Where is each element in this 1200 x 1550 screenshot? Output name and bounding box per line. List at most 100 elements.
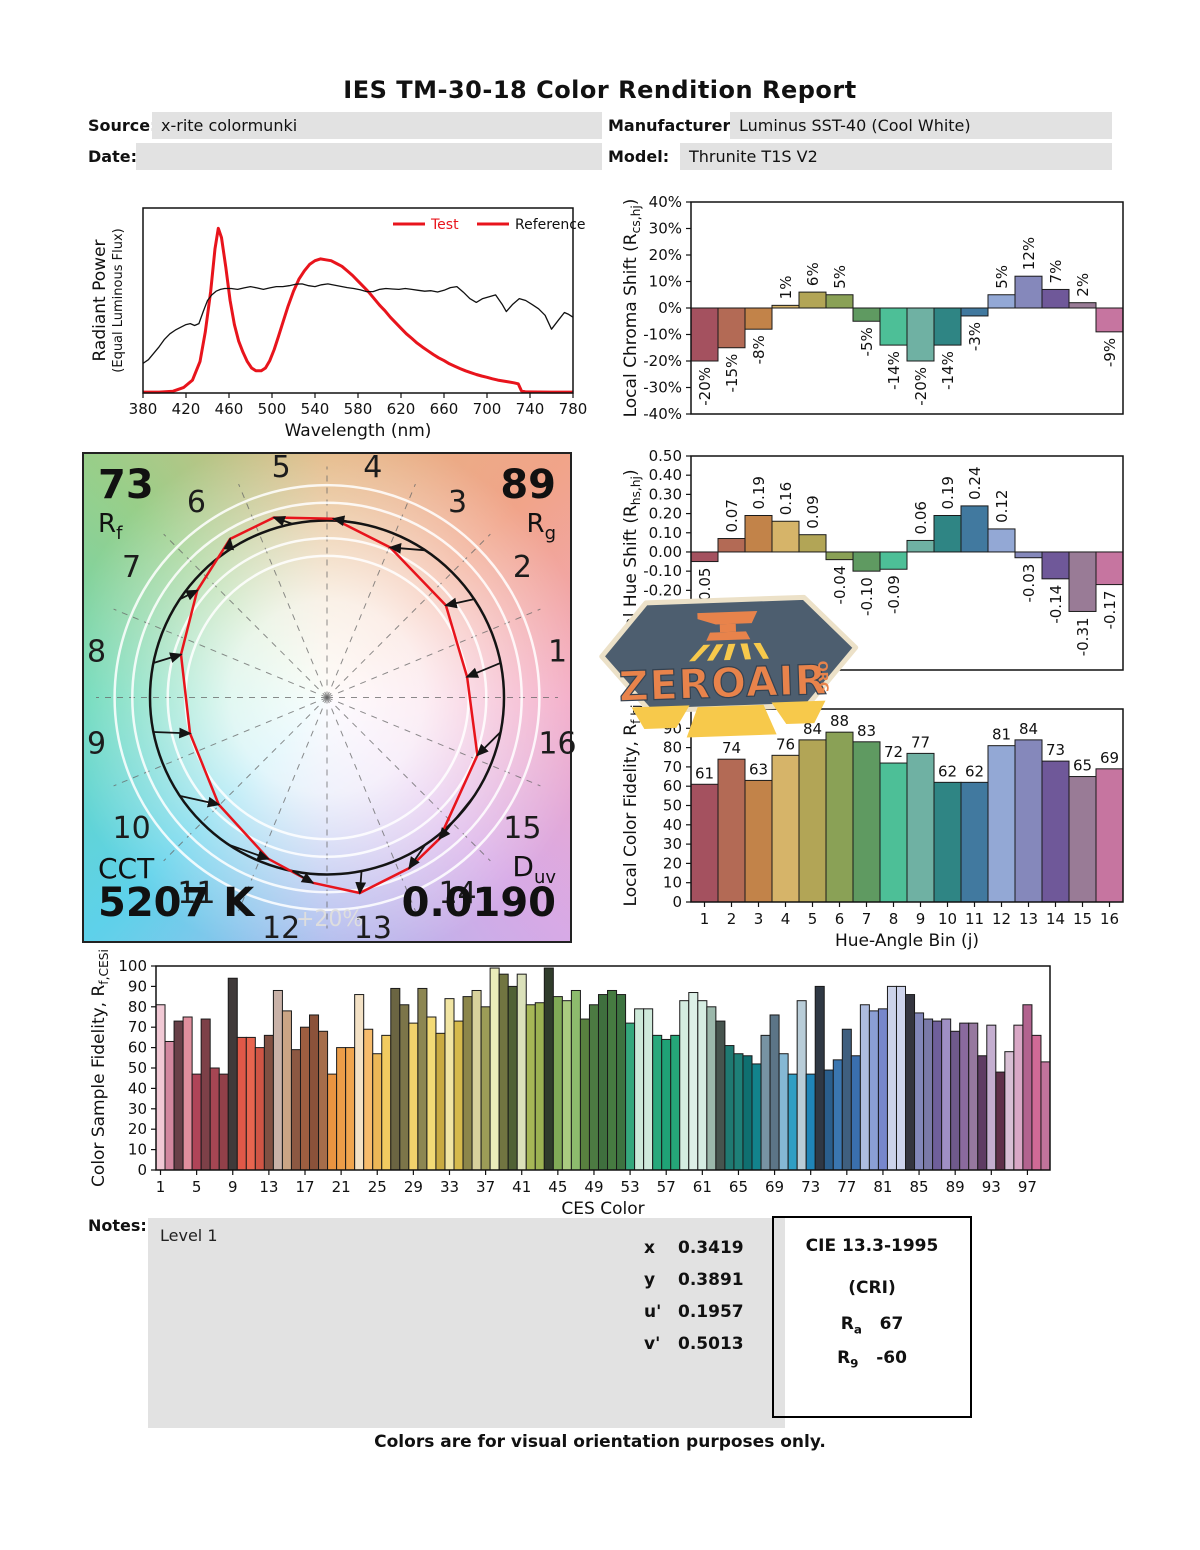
svg-text:-0.10: -0.10 bbox=[643, 562, 682, 580]
svg-text:0.06: 0.06 bbox=[912, 501, 930, 534]
svg-text:CCT: CCT bbox=[98, 852, 155, 885]
svg-text:-30%: -30% bbox=[643, 379, 682, 397]
svg-text:14: 14 bbox=[1046, 910, 1065, 928]
svg-text:+20%: +20% bbox=[296, 907, 363, 932]
svg-text:Rg: Rg bbox=[526, 509, 556, 544]
svg-text:-0.05: -0.05 bbox=[696, 568, 714, 607]
svg-text:29: 29 bbox=[404, 1178, 423, 1196]
svg-text:16: 16 bbox=[1100, 910, 1119, 928]
svg-text:0%: 0% bbox=[658, 299, 682, 317]
svg-text:-0.14: -0.14 bbox=[1047, 585, 1065, 624]
svg-text:780: 780 bbox=[559, 400, 588, 418]
svg-text:Rf: Rf bbox=[98, 509, 123, 544]
svg-text:25: 25 bbox=[368, 1178, 387, 1196]
svg-text:83: 83 bbox=[857, 722, 876, 740]
svg-text:17: 17 bbox=[295, 1178, 314, 1196]
svg-text:5207 K: 5207 K bbox=[98, 880, 256, 926]
svg-text:(Equal Luminous Flux): (Equal Luminous Flux) bbox=[111, 228, 126, 372]
svg-text:69: 69 bbox=[1100, 749, 1119, 767]
svg-text:11: 11 bbox=[965, 910, 984, 928]
svg-text:12: 12 bbox=[262, 911, 300, 946]
svg-text:7%: 7% bbox=[1047, 260, 1065, 284]
x-value: 0.3419 bbox=[678, 1238, 744, 1258]
svg-text:0.40: 0.40 bbox=[649, 466, 682, 484]
svg-text:5: 5 bbox=[272, 450, 291, 485]
r9-sub: 9 bbox=[850, 1356, 859, 1371]
svg-text:6: 6 bbox=[835, 910, 845, 928]
svg-text:13: 13 bbox=[1019, 910, 1038, 928]
svg-text:0.16: 0.16 bbox=[777, 482, 795, 515]
svg-text:89: 89 bbox=[946, 1178, 965, 1196]
svg-text:-14%: -14% bbox=[939, 351, 957, 390]
svg-text:4: 4 bbox=[363, 450, 382, 485]
notes-text: Level 1 bbox=[160, 1226, 218, 1245]
svg-text:40%: 40% bbox=[649, 193, 682, 211]
svg-text:53: 53 bbox=[621, 1178, 640, 1196]
svg-text:30: 30 bbox=[128, 1100, 147, 1118]
svg-text:0: 0 bbox=[137, 1161, 147, 1179]
svg-text:-0.09: -0.09 bbox=[885, 575, 903, 614]
svg-text:3: 3 bbox=[448, 485, 467, 520]
svg-text:Wavelength (nm): Wavelength (nm) bbox=[285, 421, 432, 441]
svg-text:12%: 12% bbox=[1020, 237, 1038, 270]
cri-box: CIE 13.3-1995 (CRI) Ra 67 R9 -60 bbox=[772, 1216, 972, 1418]
svg-text:-0.31: -0.31 bbox=[1074, 617, 1092, 656]
svg-text:10: 10 bbox=[938, 910, 957, 928]
svg-text:13: 13 bbox=[354, 911, 392, 946]
svg-text:21: 21 bbox=[332, 1178, 351, 1196]
svg-text:0.19: 0.19 bbox=[939, 476, 957, 509]
svg-text:10: 10 bbox=[128, 1141, 147, 1159]
r9-row: R9 -60 bbox=[774, 1348, 970, 1370]
svg-text:500: 500 bbox=[258, 400, 287, 418]
svg-text:20: 20 bbox=[128, 1120, 147, 1138]
svg-text:1: 1 bbox=[700, 910, 710, 928]
svg-text:380: 380 bbox=[129, 400, 158, 418]
manufacturer-label: Manufacturer: bbox=[608, 116, 737, 135]
svg-text:5%: 5% bbox=[831, 265, 849, 289]
svg-text:3: 3 bbox=[754, 910, 764, 928]
svg-text:81: 81 bbox=[992, 726, 1011, 744]
svg-text:-0.04: -0.04 bbox=[831, 566, 849, 605]
svg-text:540: 540 bbox=[301, 400, 330, 418]
svg-text:-15%: -15% bbox=[723, 354, 741, 393]
svg-text:10%: 10% bbox=[649, 273, 682, 291]
ra-base: R bbox=[840, 1314, 854, 1334]
svg-text:89: 89 bbox=[500, 462, 556, 508]
svg-text:97: 97 bbox=[1018, 1178, 1037, 1196]
svg-text:74: 74 bbox=[722, 739, 741, 757]
svg-text:0.0190: 0.0190 bbox=[402, 880, 556, 926]
svg-text:0.12: 0.12 bbox=[993, 490, 1011, 523]
svg-text:740: 740 bbox=[516, 400, 545, 418]
svg-text:20%: 20% bbox=[649, 246, 682, 264]
svg-text:0.00: 0.00 bbox=[649, 543, 682, 561]
svg-text:80: 80 bbox=[128, 998, 147, 1016]
svg-text:61: 61 bbox=[693, 1178, 712, 1196]
svg-text:5: 5 bbox=[808, 910, 818, 928]
svg-text:40: 40 bbox=[128, 1079, 147, 1097]
svg-text:9: 9 bbox=[228, 1178, 238, 1196]
svg-text:2: 2 bbox=[513, 550, 532, 585]
v-prime-label: v' bbox=[644, 1334, 661, 1354]
svg-text:700: 700 bbox=[473, 400, 502, 418]
svg-text:73: 73 bbox=[98, 462, 154, 508]
svg-text:0.24: 0.24 bbox=[966, 466, 984, 499]
svg-text:50: 50 bbox=[663, 797, 682, 815]
svg-text:100: 100 bbox=[118, 957, 147, 975]
ra-sub: a bbox=[853, 1322, 862, 1337]
svg-text:84: 84 bbox=[803, 720, 822, 738]
svg-text:41: 41 bbox=[512, 1178, 531, 1196]
x-label: x bbox=[644, 1238, 655, 1258]
svg-text:CES Color: CES Color bbox=[561, 1199, 644, 1219]
svg-text:580: 580 bbox=[344, 400, 373, 418]
svg-text:60: 60 bbox=[663, 777, 682, 795]
svg-text:15: 15 bbox=[1073, 910, 1092, 928]
svg-text:Duv: Duv bbox=[512, 850, 556, 888]
u-prime-value: 0.1957 bbox=[678, 1302, 744, 1322]
svg-text:85: 85 bbox=[910, 1178, 929, 1196]
svg-text:-8%: -8% bbox=[750, 335, 768, 364]
svg-text:73: 73 bbox=[1046, 741, 1065, 759]
local-chroma-shift-chart: 40% 30% 20% 10% 0% -10% -20% -30% -40% -20% -15% -8… bbox=[621, 193, 1124, 423]
footer-note: Colors are for visual orientation purpos… bbox=[374, 1432, 826, 1452]
svg-text:-20%: -20% bbox=[643, 352, 682, 370]
